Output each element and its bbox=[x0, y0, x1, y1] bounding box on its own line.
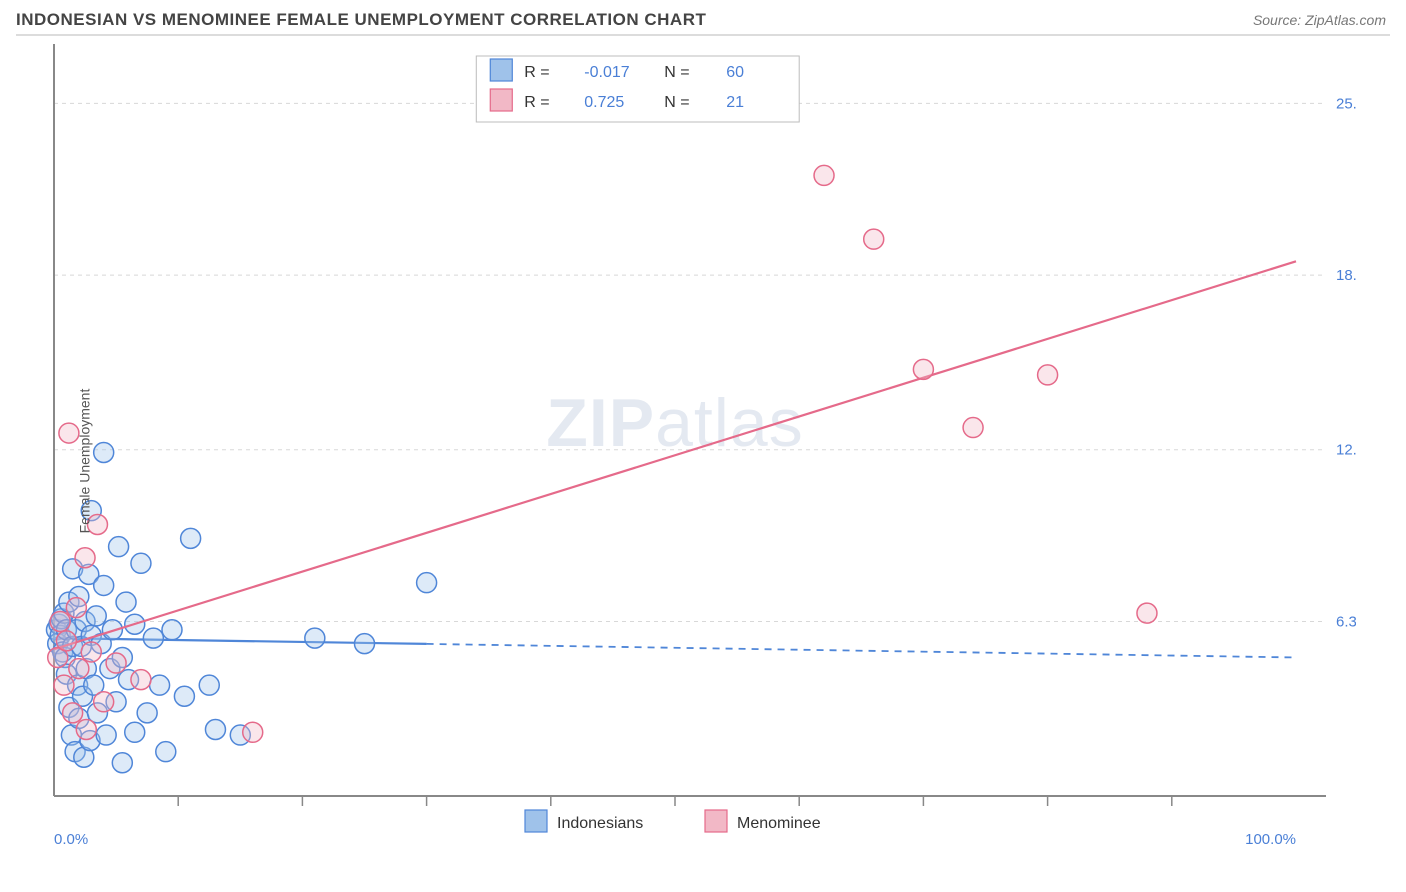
data-point bbox=[174, 686, 194, 706]
chart-title: INDONESIAN VS MENOMINEE FEMALE UNEMPLOYM… bbox=[16, 10, 706, 30]
legend-series-label: Menominee bbox=[737, 815, 821, 832]
legend-series-label: Indonesians bbox=[557, 815, 643, 832]
data-point bbox=[205, 720, 225, 740]
data-point bbox=[56, 631, 76, 651]
data-point bbox=[66, 598, 86, 618]
data-point bbox=[864, 229, 884, 249]
scatter-chart: 6.3% 12.5% 18.8% 25.0% ZIPatlas 0.0% 100.0% R =… bbox=[16, 36, 1356, 886]
legend-n-value: 21 bbox=[726, 94, 744, 111]
y-tick-label: 12.5% bbox=[1336, 442, 1356, 459]
watermark: ZIPatlas bbox=[546, 385, 803, 461]
data-point bbox=[913, 359, 933, 379]
data-point bbox=[86, 606, 106, 626]
data-point bbox=[131, 553, 151, 573]
source-label: Source: ZipAtlas.com bbox=[1253, 12, 1386, 28]
data-point bbox=[181, 528, 201, 548]
data-point bbox=[63, 703, 83, 723]
legend-r-value: -0.017 bbox=[584, 64, 629, 81]
data-point bbox=[69, 659, 89, 679]
data-point bbox=[112, 753, 132, 773]
legend-n-value: 60 bbox=[726, 64, 744, 81]
data-point bbox=[143, 628, 163, 648]
data-point bbox=[199, 675, 219, 695]
legend-swatch bbox=[705, 810, 727, 832]
legend-r-label: R = bbox=[524, 64, 549, 81]
data-point bbox=[81, 642, 101, 662]
y-tick-label: 6.3% bbox=[1336, 613, 1356, 630]
x-tick-label: 100.0% bbox=[1245, 831, 1296, 848]
data-point bbox=[814, 165, 834, 185]
legend-swatch bbox=[490, 89, 512, 111]
chart-container: Female Unemployment 6.3% 12.5% 18.8% 25.0% Z… bbox=[16, 36, 1390, 886]
legend-swatch bbox=[490, 59, 512, 81]
data-point bbox=[137, 703, 157, 723]
y-tick-label: 18.8% bbox=[1336, 267, 1356, 284]
legend-r-value: 0.725 bbox=[584, 94, 624, 111]
data-point bbox=[156, 742, 176, 762]
legend-n-label: N = bbox=[664, 94, 689, 111]
data-point bbox=[162, 620, 182, 640]
data-point bbox=[75, 548, 95, 568]
data-point bbox=[1038, 365, 1058, 385]
data-point bbox=[963, 418, 983, 438]
data-point bbox=[96, 725, 116, 745]
trend-line bbox=[54, 261, 1296, 649]
legend-swatch bbox=[525, 810, 547, 832]
data-point bbox=[76, 720, 96, 740]
data-point bbox=[305, 628, 325, 648]
y-tick-label: 25.0% bbox=[1336, 95, 1356, 112]
data-point bbox=[50, 611, 70, 631]
data-point bbox=[94, 575, 114, 595]
data-point bbox=[54, 675, 74, 695]
legend-r-label: R = bbox=[524, 94, 549, 111]
data-point bbox=[116, 592, 136, 612]
y-axis-label: Female Unemployment bbox=[76, 389, 92, 534]
data-point bbox=[94, 692, 114, 712]
data-point bbox=[417, 573, 437, 593]
data-point bbox=[131, 670, 151, 690]
trend-line-dashed bbox=[427, 644, 1296, 658]
legend-n-label: N = bbox=[664, 64, 689, 81]
data-point bbox=[243, 722, 263, 742]
x-tick-label: 0.0% bbox=[54, 831, 88, 848]
data-point bbox=[1137, 603, 1157, 623]
data-point bbox=[355, 634, 375, 654]
data-point bbox=[109, 537, 129, 557]
data-point bbox=[106, 653, 126, 673]
data-point bbox=[125, 722, 145, 742]
data-point bbox=[150, 675, 170, 695]
data-point bbox=[94, 442, 114, 462]
